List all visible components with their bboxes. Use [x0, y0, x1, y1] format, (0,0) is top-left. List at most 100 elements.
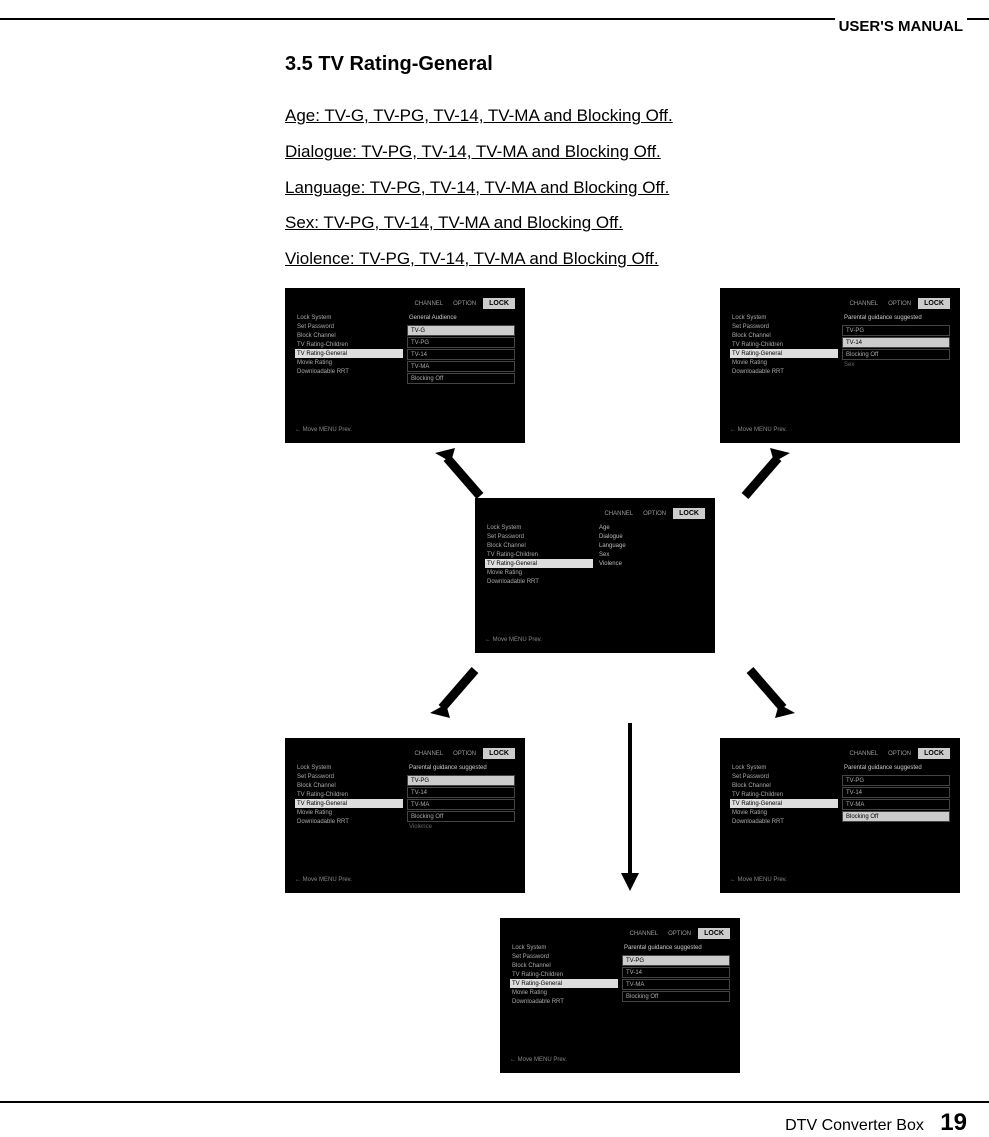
- category-hint: Sex: [842, 361, 950, 369]
- tab-channel: CHANNEL: [626, 930, 661, 938]
- option-item: TV-PG: [622, 955, 730, 966]
- tab-channel: CHANNEL: [846, 750, 881, 758]
- menu-hint: ← Move MENU Prev.: [295, 427, 403, 433]
- tab-channel: CHANNEL: [846, 300, 881, 308]
- tab-option: OPTION: [885, 300, 914, 308]
- menu-item: Downloadable RRT: [485, 577, 593, 586]
- menu-item: Downloadable RRT: [510, 997, 618, 1006]
- tab-option: OPTION: [450, 750, 479, 758]
- screenshot-dialogue: CHANNELOPTIONLOCKLock SystemSet Password…: [720, 288, 960, 443]
- arrow-down: [615, 723, 645, 893]
- tab-channel: CHANNEL: [411, 300, 446, 308]
- menu-item: Set Password: [510, 952, 618, 961]
- option-item: TV-14: [622, 967, 730, 978]
- menu-item: Downloadable RRT: [730, 817, 838, 826]
- rating-line-sex: Sex: TV-PG, TV-14, TV-MA and Blocking Of…: [285, 211, 955, 235]
- submenu-title: Parental guidance suggested: [842, 763, 950, 773]
- option-item: Blocking Off: [407, 811, 515, 822]
- submenu-title: Parental guidance suggested: [407, 763, 515, 773]
- header-title: USER'S MANUAL: [835, 18, 967, 35]
- menu-item: Downloadable RRT: [295, 367, 403, 376]
- option-item: TV-14: [407, 787, 515, 798]
- submenu-title: Parental guidance suggested: [622, 943, 730, 953]
- menu-item: TV Rating-General: [730, 349, 838, 358]
- menu-item: Set Password: [295, 322, 403, 331]
- menu-item: Set Password: [730, 322, 838, 331]
- option-item: Blocking Off: [842, 811, 950, 822]
- tab-option: OPTION: [665, 930, 694, 938]
- menu-item: Set Password: [485, 532, 593, 541]
- menu-hint: ← Move MENU Prev.: [730, 427, 838, 433]
- tab-option: OPTION: [450, 300, 479, 308]
- menu-item: Downloadable RRT: [295, 817, 403, 826]
- menu-item: TV Rating-General: [295, 799, 403, 808]
- menu-hint: ← Move MENU Prev.: [295, 877, 403, 883]
- footer: DTV Converter Box 19: [0, 1101, 989, 1137]
- option-item: Violence: [597, 559, 705, 568]
- option-item: TV-PG: [407, 337, 515, 348]
- menu-item: TV Rating-Children: [295, 790, 403, 799]
- screenshot-center: CHANNELOPTIONLOCKLock SystemSet Password…: [475, 498, 715, 653]
- menu-item: Block Channel: [730, 331, 838, 340]
- menu-item: TV Rating-Children: [295, 340, 403, 349]
- tab-lock: LOCK: [918, 298, 950, 309]
- option-item: TV-14: [842, 337, 950, 348]
- submenu-title: General Audience: [407, 313, 515, 323]
- menu-item: Block Channel: [485, 541, 593, 550]
- menu-item: TV Rating-Children: [730, 340, 838, 349]
- menu-item: Lock System: [485, 523, 593, 532]
- screenshot-age: CHANNEL OPTION LOCK Lock SystemSet Password…: [285, 288, 525, 443]
- menu-item: Lock System: [730, 763, 838, 772]
- menu-item: TV Rating-Children: [730, 790, 838, 799]
- option-item: TV-MA: [842, 799, 950, 810]
- section-title: 3.5 TV Rating-General: [285, 53, 955, 76]
- option-item: TV-MA: [407, 361, 515, 372]
- menu-item: TV Rating-General: [730, 799, 838, 808]
- menu-item: TV Rating-Children: [510, 970, 618, 979]
- content-block: 3.5 TV Rating-General Age: TV-G, TV-PG, …: [285, 53, 955, 283]
- menu-item: Lock System: [295, 763, 403, 772]
- option-item: Blocking Off: [842, 349, 950, 360]
- menu-item: Movie Rating: [730, 358, 838, 367]
- tab-channel: CHANNEL: [411, 750, 446, 758]
- arrow-to-top-right: [740, 448, 800, 503]
- menu-item: Movie Rating: [295, 358, 403, 367]
- menu-hint: ← Move MENU Prev.: [485, 637, 593, 643]
- menu-item: TV Rating-General: [295, 349, 403, 358]
- tab-lock: LOCK: [698, 928, 730, 939]
- menu-item: Block Channel: [730, 781, 838, 790]
- page-number: 19: [940, 1109, 967, 1136]
- rating-line-dialogue: Dialogue: TV-PG, TV-14, TV-MA and Blocki…: [285, 140, 955, 164]
- menu-item: TV Rating-Children: [485, 550, 593, 559]
- menu-hint: ← Move MENU Prev.: [730, 877, 838, 883]
- menu-item: Downloadable RRT: [730, 367, 838, 376]
- menu-item: Lock System: [510, 943, 618, 952]
- submenu-title: Parental guidance suggested: [842, 313, 950, 323]
- option-item: TV-PG: [842, 325, 950, 336]
- tab-option: OPTION: [640, 510, 669, 518]
- option-item: TV-MA: [622, 979, 730, 990]
- menu-item: Movie Rating: [485, 568, 593, 577]
- menu-item: Set Password: [295, 772, 403, 781]
- menu-item: Movie Rating: [730, 808, 838, 817]
- menu-item: Lock System: [295, 313, 403, 322]
- tab-option: OPTION: [885, 750, 914, 758]
- option-item: TV-14: [407, 349, 515, 360]
- screenshot-violence: CHANNELOPTIONLOCKLock SystemSet Password…: [285, 738, 525, 893]
- option-item: TV-14: [842, 787, 950, 798]
- option-item: Blocking Off: [407, 373, 515, 384]
- tab-lock: LOCK: [483, 298, 515, 309]
- page: USER'S MANUAL 3.5 TV Rating-General Age:…: [0, 18, 989, 1137]
- rating-line-language: Language: TV-PG, TV-14, TV-MA and Blocki…: [285, 176, 955, 200]
- tab-lock: LOCK: [673, 508, 705, 519]
- option-item: TV-G: [407, 325, 515, 336]
- rating-line-violence: Violence: TV-PG, TV-14, TV-MA and Blocki…: [285, 247, 955, 271]
- arrow-to-bottom-left: [420, 663, 480, 718]
- footer-label: DTV Converter Box: [785, 1117, 924, 1134]
- menu-item: TV Rating-General: [485, 559, 593, 568]
- option-item: Sex: [597, 550, 705, 559]
- option-item: TV-MA: [407, 799, 515, 810]
- diagram-area: CHANNELOPTIONLOCKLock SystemSet Password…: [285, 288, 965, 1078]
- option-item: TV-PG: [842, 775, 950, 786]
- menu-item: Block Channel: [295, 331, 403, 340]
